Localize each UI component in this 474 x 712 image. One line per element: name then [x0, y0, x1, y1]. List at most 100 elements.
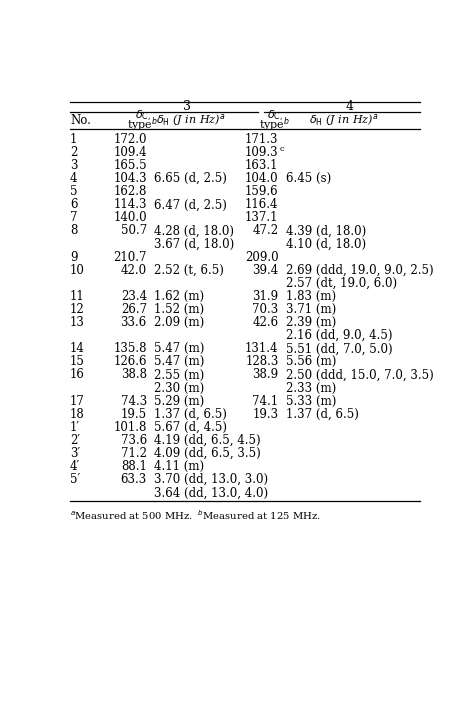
Text: 6.45 (s): 6.45 (s)	[285, 172, 331, 185]
Text: 11: 11	[70, 290, 85, 303]
Text: 2.50 (ddd, 15.0, 7.0, 3.5): 2.50 (ddd, 15.0, 7.0, 3.5)	[285, 369, 433, 382]
Text: 1.37 (d, 6.5): 1.37 (d, 6.5)	[285, 408, 358, 421]
Text: 73.6: 73.6	[120, 434, 147, 447]
Text: 104.3: 104.3	[113, 172, 147, 185]
Text: 4.11 (m): 4.11 (m)	[154, 460, 204, 473]
Text: 109.4: 109.4	[113, 146, 147, 159]
Text: 50.7: 50.7	[120, 224, 147, 238]
Text: 3: 3	[70, 159, 78, 172]
Text: 33.6: 33.6	[120, 316, 147, 329]
Text: 1.83 (m): 1.83 (m)	[285, 290, 336, 303]
Text: 5.33 (m): 5.33 (m)	[285, 394, 336, 408]
Text: 4.39 (d, 18.0): 4.39 (d, 18.0)	[285, 224, 366, 238]
Text: 210.7: 210.7	[113, 251, 147, 263]
Text: 1.52 (m): 1.52 (m)	[154, 303, 204, 316]
Text: $\delta_{\rm C,}$: $\delta_{\rm C,}$	[267, 109, 283, 124]
Text: 126.6: 126.6	[113, 355, 147, 368]
Text: 137.1: 137.1	[245, 211, 279, 224]
Text: 5.47 (m): 5.47 (m)	[154, 342, 204, 355]
Text: 14: 14	[70, 342, 85, 355]
Text: 2: 2	[70, 146, 77, 159]
Text: 2.30 (m): 2.30 (m)	[154, 382, 204, 394]
Text: 5.51 (dd, 7.0, 5.0): 5.51 (dd, 7.0, 5.0)	[285, 342, 392, 355]
Text: 15: 15	[70, 355, 85, 368]
Text: 5′: 5′	[70, 473, 80, 486]
Text: 116.4: 116.4	[245, 198, 279, 211]
Text: 104.0: 104.0	[245, 172, 279, 185]
Text: 2.16 (dd, 9.0, 4.5): 2.16 (dd, 9.0, 4.5)	[285, 329, 392, 342]
Text: 109.3: 109.3	[245, 146, 279, 159]
Text: 1.62 (m): 1.62 (m)	[154, 290, 204, 303]
Text: 39.4: 39.4	[252, 263, 279, 277]
Text: 135.8: 135.8	[113, 342, 147, 355]
Text: 38.9: 38.9	[253, 369, 279, 382]
Text: 13: 13	[70, 316, 85, 329]
Text: 3.71 (m): 3.71 (m)	[285, 303, 336, 316]
Text: 4: 4	[346, 100, 354, 113]
Text: 18: 18	[70, 408, 85, 421]
Text: 17: 17	[70, 394, 85, 408]
Text: $\delta_{\rm C,}$: $\delta_{\rm C,}$	[135, 109, 151, 124]
Text: 6.65 (d, 2.5): 6.65 (d, 2.5)	[154, 172, 227, 185]
Text: 5.29 (m): 5.29 (m)	[154, 394, 204, 408]
Text: 163.1: 163.1	[245, 159, 279, 172]
Text: 31.9: 31.9	[253, 290, 279, 303]
Text: 71.2: 71.2	[121, 447, 147, 460]
Text: 2.57 (dt, 19.0, 6.0): 2.57 (dt, 19.0, 6.0)	[285, 277, 397, 290]
Text: 4.19 (dd, 6.5, 4.5): 4.19 (dd, 6.5, 4.5)	[154, 434, 260, 447]
Text: 12: 12	[70, 303, 85, 316]
Text: 114.3: 114.3	[113, 198, 147, 211]
Text: 1′: 1′	[70, 421, 80, 434]
Text: 3.67 (d, 18.0): 3.67 (d, 18.0)	[154, 238, 234, 251]
Text: 70.3: 70.3	[252, 303, 279, 316]
Text: 2.69 (ddd, 19.0, 9.0, 2.5): 2.69 (ddd, 19.0, 9.0, 2.5)	[285, 263, 433, 277]
Text: 74.3: 74.3	[120, 394, 147, 408]
Text: 4: 4	[70, 172, 78, 185]
Text: 209.0: 209.0	[245, 251, 279, 263]
Text: 171.3: 171.3	[245, 133, 279, 146]
Text: 4.09 (dd, 6.5, 3.5): 4.09 (dd, 6.5, 3.5)	[154, 447, 261, 460]
Text: 128.3: 128.3	[245, 355, 279, 368]
Text: 3: 3	[183, 100, 191, 113]
Text: 2′: 2′	[70, 434, 80, 447]
Text: 2.09 (m): 2.09 (m)	[154, 316, 204, 329]
Text: 1: 1	[70, 133, 77, 146]
Text: 162.8: 162.8	[113, 185, 147, 198]
Text: $^{a}$Measured at 500 MHz.  $^{b}$Measured at 125 MHz.: $^{a}$Measured at 500 MHz. $^{b}$Measure…	[70, 508, 321, 522]
Text: 26.7: 26.7	[121, 303, 147, 316]
Text: 16: 16	[70, 369, 85, 382]
Text: 2.39 (m): 2.39 (m)	[285, 316, 336, 329]
Text: 2.52 (t, 6.5): 2.52 (t, 6.5)	[154, 263, 224, 277]
Text: 4′: 4′	[70, 460, 80, 473]
Text: 5.67 (d, 4.5): 5.67 (d, 4.5)	[154, 421, 227, 434]
Text: 2.55 (m): 2.55 (m)	[154, 369, 204, 382]
Text: 140.0: 140.0	[113, 211, 147, 224]
Text: 88.1: 88.1	[121, 460, 147, 473]
Text: $\delta_{\rm H}$ (J in Hz)$^{a}$: $\delta_{\rm H}$ (J in Hz)$^{a}$	[156, 112, 226, 128]
Text: 38.8: 38.8	[121, 369, 147, 382]
Text: No.: No.	[70, 114, 91, 127]
Text: 131.4: 131.4	[245, 342, 279, 355]
Text: 74.1: 74.1	[253, 394, 279, 408]
Text: 5: 5	[70, 185, 78, 198]
Text: 2.33 (m): 2.33 (m)	[285, 382, 336, 394]
Text: 3′: 3′	[70, 447, 80, 460]
Text: 19.5: 19.5	[121, 408, 147, 421]
Text: 6.47 (d, 2.5): 6.47 (d, 2.5)	[154, 198, 227, 211]
Text: 10: 10	[70, 263, 85, 277]
Text: type$^{b}$: type$^{b}$	[259, 115, 290, 134]
Text: 9: 9	[70, 251, 78, 263]
Text: 4.10 (d, 18.0): 4.10 (d, 18.0)	[285, 238, 365, 251]
Text: 19.3: 19.3	[253, 408, 279, 421]
Text: type$^{b}$: type$^{b}$	[128, 115, 158, 134]
Text: 101.8: 101.8	[113, 421, 147, 434]
Text: 8: 8	[70, 224, 77, 238]
Text: 159.6: 159.6	[245, 185, 279, 198]
Text: 6: 6	[70, 198, 78, 211]
Text: 3.70 (dd, 13.0, 3.0): 3.70 (dd, 13.0, 3.0)	[154, 473, 268, 486]
Text: 47.2: 47.2	[253, 224, 279, 238]
Text: 165.5: 165.5	[113, 159, 147, 172]
Text: 3.64 (dd, 13.0, 4.0): 3.64 (dd, 13.0, 4.0)	[154, 486, 268, 499]
Text: $\delta_{\rm H}$ (J in Hz)$^{a}$: $\delta_{\rm H}$ (J in Hz)$^{a}$	[309, 112, 378, 128]
Text: 23.4: 23.4	[121, 290, 147, 303]
